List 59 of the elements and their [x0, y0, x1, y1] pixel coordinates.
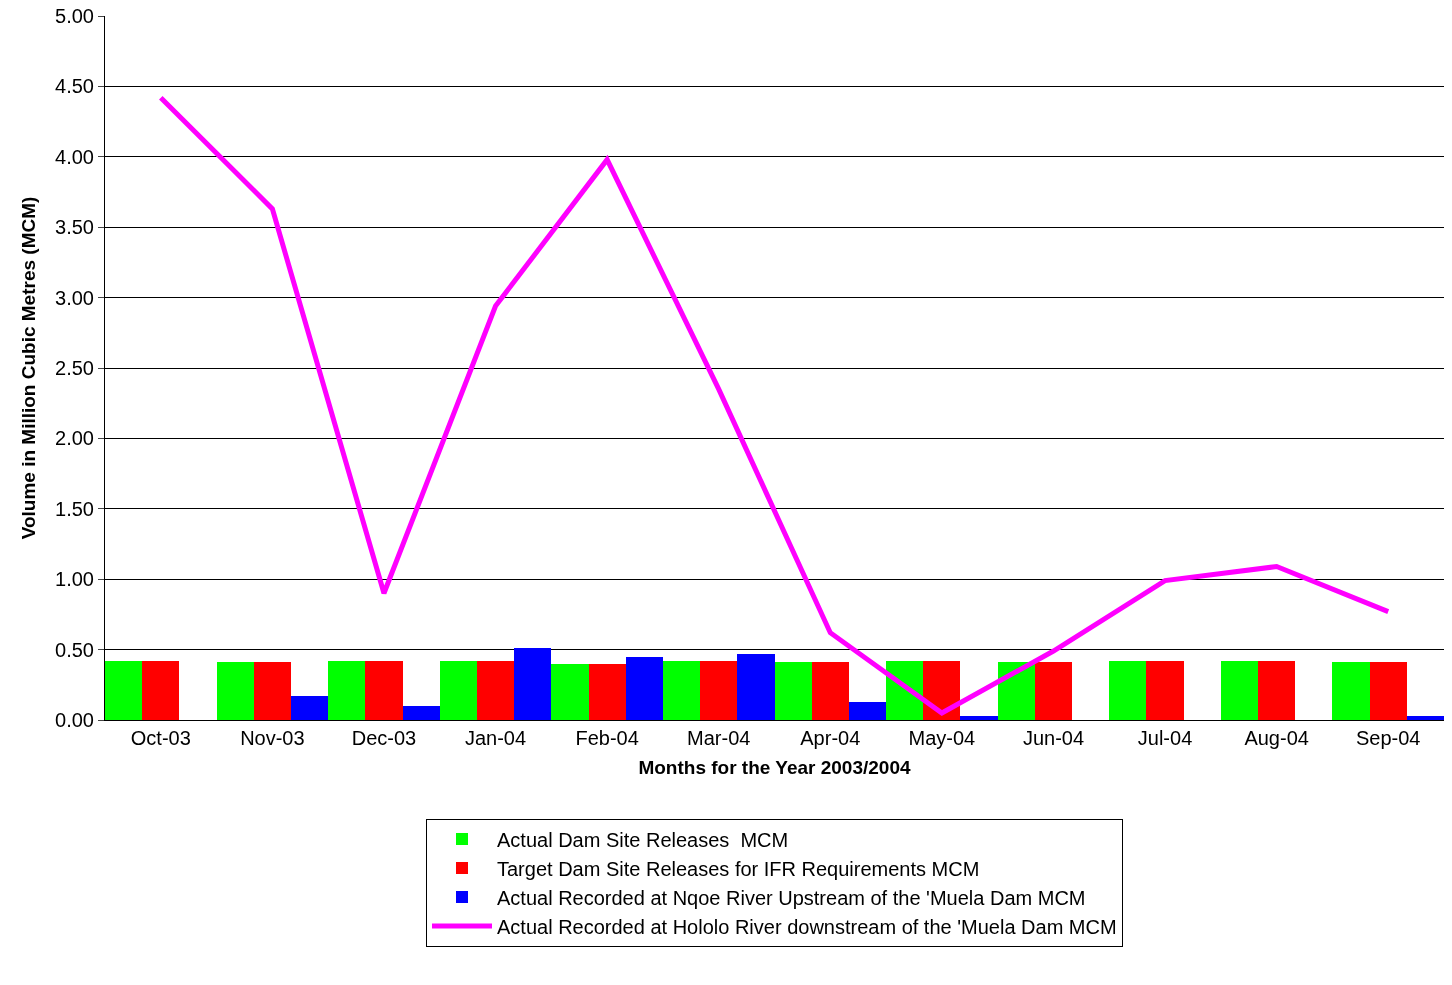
bar — [589, 664, 626, 720]
bar — [514, 648, 551, 720]
bar — [217, 662, 254, 720]
x-tick-label: Sep-04 — [1355, 727, 1421, 749]
y-tick-label: 3.00 — [55, 286, 94, 309]
bar — [1035, 662, 1072, 720]
bar — [849, 702, 886, 720]
bar — [254, 662, 291, 720]
bar — [998, 662, 1035, 720]
bar — [1370, 662, 1407, 720]
y-tick-label: 2.00 — [55, 427, 94, 450]
x-tick-label: Dec-03 — [351, 727, 417, 749]
x-tick-label: Jan-04 — [464, 727, 527, 749]
bar — [1407, 716, 1444, 720]
y-tick-label: 4.00 — [55, 145, 94, 168]
legend-label: Actual Recorded at Nqoe River Upstream of the 'Muela Dam MCM — [497, 886, 1086, 909]
y-tick-label: 0.50 — [55, 638, 94, 661]
legend-label: Actual Dam Site Releases MCM — [497, 828, 789, 851]
bar — [775, 662, 812, 720]
x-axis-title: Months for the Year 2003/2004 — [638, 756, 911, 778]
bar — [1332, 662, 1370, 720]
x-tick-label: Nov-03 — [240, 727, 305, 749]
bar — [365, 661, 403, 720]
bar — [440, 661, 477, 720]
y-tick-label: 1.50 — [55, 497, 94, 520]
bar — [551, 664, 589, 720]
bar — [626, 657, 663, 720]
legend-label: Target Dam Site Releases for IFR Requirements MCM — [497, 857, 980, 880]
bar — [700, 661, 737, 720]
bar — [1258, 661, 1295, 720]
y-tick-label: 0.00 — [55, 709, 94, 731]
bar — [291, 696, 328, 720]
x-tick-label: Feb-04 — [575, 727, 639, 749]
y-axis-title: Volume in Million Cubic Metres (MCM) — [17, 196, 39, 540]
bar — [663, 661, 700, 720]
x-tick-label: Mar-04 — [687, 727, 751, 749]
x-tick-label: Aug-04 — [1244, 727, 1309, 749]
x-tick-label: Oct-03 — [130, 727, 191, 749]
x-tick-label: Jul-04 — [1137, 727, 1193, 749]
x-tick-label: Jun-04 — [1022, 727, 1085, 749]
bar — [1146, 661, 1184, 720]
legend-label: Actual Recorded at Hololo River downstream of the 'Muela Dam MCM — [497, 915, 1117, 938]
bar — [812, 662, 849, 720]
bar — [403, 706, 440, 720]
bar — [1221, 661, 1258, 720]
bar — [1109, 661, 1146, 720]
y-tick-label: 3.50 — [55, 216, 94, 239]
x-tick-label: May-04 — [908, 727, 976, 749]
bar — [960, 716, 998, 720]
bar — [142, 661, 179, 720]
bar — [737, 654, 775, 720]
x-tick-label: Apr-04 — [800, 727, 861, 749]
y-tick-label: 1.00 — [55, 568, 94, 591]
bar — [477, 661, 514, 720]
bar — [105, 661, 142, 720]
y-tick-label: 5.00 — [55, 5, 94, 27]
y-tick-label: 2.50 — [55, 357, 94, 379]
y-tick-label: 4.50 — [55, 75, 94, 98]
bar — [328, 661, 365, 720]
